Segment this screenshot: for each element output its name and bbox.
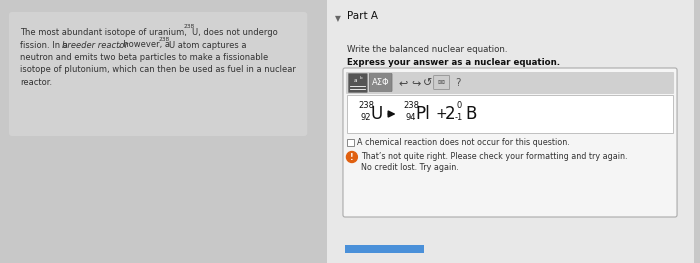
Text: 238: 238 [403,100,419,109]
Text: isotope of plutonium, which can then be used as fuel in a nuclear: isotope of plutonium, which can then be … [20,65,295,74]
Text: ↺: ↺ [424,78,433,88]
Text: 238: 238 [359,100,375,109]
Text: +: + [435,107,447,121]
FancyBboxPatch shape [370,73,392,92]
Text: b: b [360,76,363,80]
Text: Part A: Part A [347,11,378,21]
Text: a: a [354,78,358,83]
Text: That’s not quite right. Please check your formatting and try again.: That’s not quite right. Please check you… [360,152,627,161]
Text: 0: 0 [457,100,462,109]
Text: Express your answer as a nuclear equation.: Express your answer as a nuclear equatio… [347,58,560,67]
Text: U: U [371,105,383,123]
FancyBboxPatch shape [434,75,449,89]
Text: 2: 2 [445,105,456,123]
Text: A chemical reaction does not occur for this question.: A chemical reaction does not occur for t… [357,138,570,147]
Text: Write the balanced nuclear equation.: Write the balanced nuclear equation. [347,45,508,54]
Text: 238: 238 [183,24,195,29]
Text: neutron and emits two beta particles to make a fissionable: neutron and emits two beta particles to … [20,53,268,62]
Text: ↪: ↪ [412,78,421,88]
Text: fission. In a: fission. In a [20,41,70,49]
FancyBboxPatch shape [349,73,368,93]
Text: Pl: Pl [415,105,430,123]
Text: !: ! [350,153,354,161]
Text: breeder reactor: breeder reactor [62,41,129,49]
Text: , however, a: , however, a [118,41,173,49]
Text: ✉: ✉ [438,78,444,88]
Text: U atom captures a: U atom captures a [169,41,246,49]
Text: B: B [465,105,476,123]
Text: ▼: ▼ [335,14,341,23]
FancyBboxPatch shape [346,72,674,94]
FancyBboxPatch shape [9,12,307,136]
FancyBboxPatch shape [347,95,673,133]
FancyBboxPatch shape [346,139,354,146]
FancyBboxPatch shape [327,0,694,263]
Text: U, does not undergo: U, does not undergo [193,28,278,37]
FancyBboxPatch shape [345,245,424,253]
Text: 92: 92 [360,114,371,123]
Text: reactor.: reactor. [20,78,52,87]
Text: The most abundant isotope of uranium,: The most abundant isotope of uranium, [20,28,189,37]
Text: 94: 94 [405,114,416,123]
Text: 238: 238 [159,37,170,42]
Text: -1: -1 [455,114,463,123]
FancyBboxPatch shape [343,68,677,217]
Text: ΑΣΦ: ΑΣΦ [372,78,389,87]
Text: ↩: ↩ [398,78,408,88]
Text: No credit lost. Try again.: No credit lost. Try again. [360,163,458,172]
Text: ?: ? [455,78,461,88]
Circle shape [346,151,358,163]
